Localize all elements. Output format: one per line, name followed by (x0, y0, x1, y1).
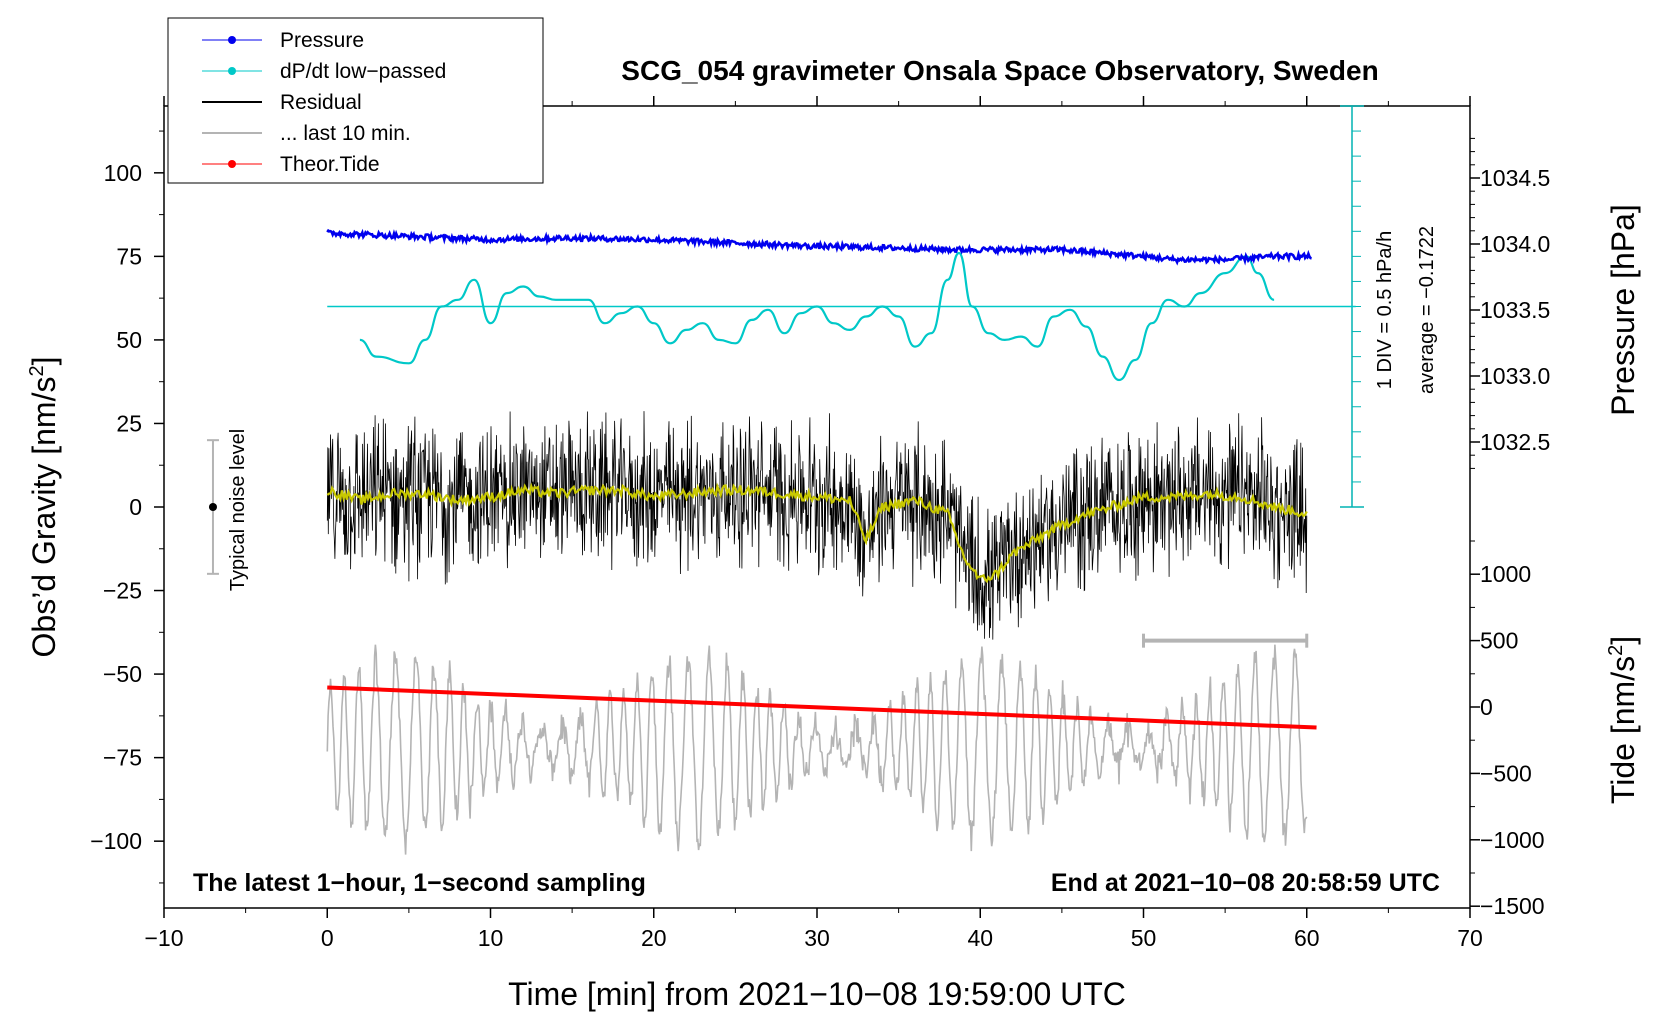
series-pressure (326, 228, 1312, 266)
legend-label: Residual (280, 91, 362, 114)
series-theor-tide (327, 685, 1317, 730)
annotation-bottom-right: End at 2021−10−08 20:58:59 UTC (1051, 869, 1440, 897)
y-axis-left: 100 75 50 25 0 −25 −50 −75 −100 (90, 130, 164, 884)
legend-label: dP/dt low−passed (280, 60, 446, 83)
tide-tick-label: −500 (1480, 760, 1532, 786)
y-axis-pressure-label: Pressure [hPa] (1605, 204, 1641, 416)
chart-title: SCG_054 gravimeter Onsala Space Observat… (621, 55, 1378, 86)
noise-level-label: Typical noise level (227, 429, 249, 591)
dpdt-scale-label: 1 DIV = 0.5 hPa/h (1374, 231, 1396, 389)
y-tick-label: −100 (90, 828, 142, 854)
tide-tick-label: 1000 (1480, 561, 1531, 587)
x-tick-label: 30 (804, 925, 830, 951)
x-axis-label: Time [min] from 2021−10−08 19:59:00 UTC (508, 976, 1126, 1012)
x-tick-label: 20 (641, 925, 667, 951)
y-axis-left-label: Obs’d Gravity [nm/s2] (26, 357, 62, 658)
pressure-tick-label: 1034.0 (1480, 231, 1550, 257)
y-tick-label: 75 (116, 243, 142, 269)
legend-box (167, 17, 544, 184)
y-tick-label: −25 (103, 578, 142, 604)
y-tick-label: −75 (103, 745, 142, 771)
x-tick-label: 50 (1131, 925, 1157, 951)
series-residual (326, 411, 1308, 640)
y-left-label-main: Obs’d Gravity [nm/s (26, 377, 62, 658)
y-tick-label: 25 (116, 410, 142, 436)
y-tick-label: −50 (103, 661, 142, 687)
legend-label: Theor.Tide (280, 153, 380, 176)
x-tick-label: 40 (967, 925, 993, 951)
pressure-tick-label: 1033.0 (1480, 363, 1550, 389)
dpdt-average-label: average = −0.1722 (1416, 226, 1438, 394)
series-layer (206, 228, 1356, 855)
tide-label-end: ] (1605, 636, 1641, 645)
legend-label: Pressure (280, 29, 364, 52)
series-last-10-min (326, 644, 1308, 855)
y-axis-tide: 1000 500 0 −500 −1000 −1500 (1470, 540, 1545, 919)
x-tick-label: 70 (1457, 925, 1483, 951)
pressure-tick-label: 1033.5 (1480, 297, 1550, 323)
legend-label: ... last 10 min. (280, 122, 411, 145)
legend-items: Pressure dP/dt low−passed Residual ... last… (202, 29, 446, 176)
noise-bar-center-dot (208, 503, 217, 511)
x-axis: −10 0 10 20 30 40 50 60 70 (144, 96, 1483, 951)
tide-label-sup: 2 (1605, 645, 1627, 656)
series-residual-smoothed (326, 482, 1308, 584)
series-dpdt (359, 251, 1275, 382)
y-axis-pressure: 1034.5 1034.0 1033.5 1033.0 1032.5 (1470, 137, 1550, 469)
tide-label-main: Tide [nm/s (1605, 656, 1641, 804)
y-left-label-end: ] (26, 357, 62, 366)
tide-tick-label: −1000 (1480, 827, 1545, 853)
legend-marker (228, 160, 236, 168)
tide-tick-label: −1500 (1480, 893, 1545, 919)
y-axis-tide-label: Tide [nm/s2] (1605, 636, 1641, 804)
pressure-tick-label: 1032.5 (1480, 429, 1550, 455)
legend: Pressure dP/dt low−passed Residual ... last… (167, 17, 544, 184)
annotation-bottom-left: The latest 1−hour, 1−second sampling (193, 869, 646, 897)
tide-tick-label: 0 (1480, 694, 1493, 720)
tide-tick-label: 500 (1480, 628, 1518, 654)
y-tick-label: 0 (129, 494, 142, 520)
x-tick-label: 60 (1294, 925, 1320, 951)
y-left-label-sup: 2 (26, 365, 48, 376)
x-tick-label: 0 (321, 925, 334, 951)
y-tick-label: 100 (104, 160, 142, 186)
x-tick-label: −10 (144, 925, 183, 951)
legend-marker (228, 36, 236, 44)
legend-marker (228, 67, 236, 75)
y-tick-label: 50 (116, 327, 142, 353)
x-tick-label: 10 (478, 925, 504, 951)
pressure-tick-label: 1034.5 (1480, 165, 1550, 191)
